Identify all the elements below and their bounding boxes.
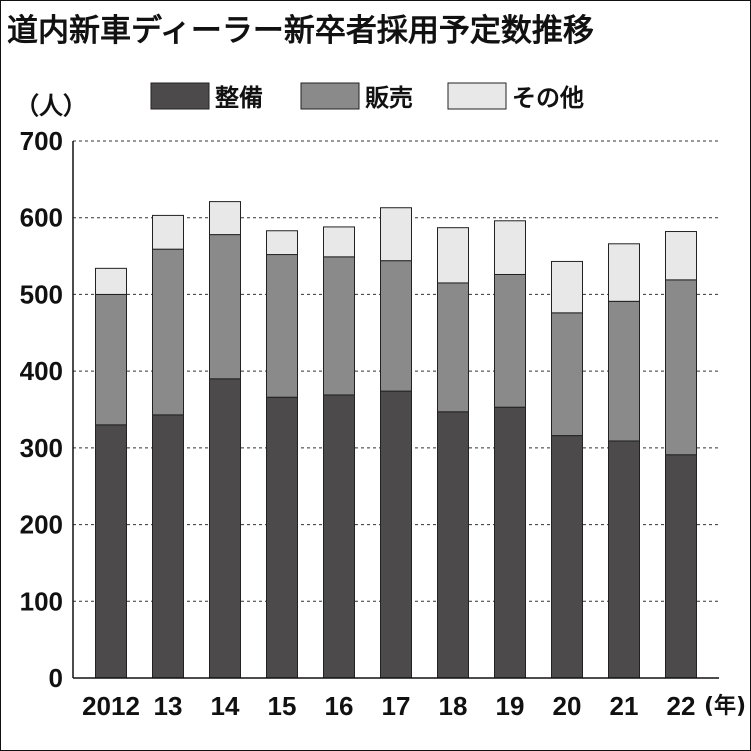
- bar-segment: [209, 234, 241, 380]
- bar-segment: [95, 267, 127, 295]
- legend-label: 販売: [365, 84, 413, 112]
- axes: [72, 141, 719, 679]
- bar-segment: [323, 226, 355, 258]
- legend-swatch: [150, 82, 210, 110]
- y-tick-label: 100: [20, 586, 63, 616]
- bar-segment: [608, 300, 640, 442]
- bar-segment: [437, 282, 469, 413]
- bar-segment: [437, 227, 469, 284]
- x-tick-label: 16: [325, 691, 354, 721]
- bar-segment: [95, 424, 127, 679]
- bar-segment: [152, 414, 184, 679]
- y-tick-label: 300: [20, 433, 63, 463]
- legend-swatch: [300, 82, 360, 110]
- y-tick-label: 500: [20, 279, 63, 309]
- legend-label: 整備: [215, 84, 263, 112]
- bar-segment: [494, 406, 526, 679]
- y-axis-unit: （人）: [15, 92, 87, 120]
- bar-segment: [494, 220, 526, 275]
- bar-segment: [608, 243, 640, 302]
- legend-label: その他: [512, 84, 584, 112]
- bar-segment: [323, 394, 355, 679]
- x-tick-labels: 2012 13 14 15 16 17 18 19 20 21 22: [82, 691, 695, 721]
- bar-segment: [551, 260, 583, 314]
- bar-segment: [608, 440, 640, 679]
- x-tick-label: 14: [211, 691, 240, 721]
- x-tick-label: 22: [667, 691, 696, 721]
- bar-segment: [437, 411, 469, 679]
- bar-segment: [95, 293, 127, 426]
- bar-segment: [266, 254, 298, 398]
- bar-segment: [209, 201, 241, 236]
- bar-segment: [380, 390, 412, 679]
- bar-segment: [266, 396, 298, 679]
- bar-segment: [152, 248, 184, 416]
- bar-segment: [209, 378, 241, 679]
- bar-segment: [665, 454, 697, 679]
- bar-segment: [494, 273, 526, 408]
- bar-segment: [380, 260, 412, 392]
- legend-swatch: [447, 82, 507, 110]
- y-tick-label: 400: [20, 356, 63, 386]
- bar-segment: [266, 230, 298, 256]
- bars: [95, 201, 697, 679]
- x-tick-label: 17: [382, 691, 411, 721]
- y-tick-label: 700: [20, 126, 63, 156]
- bar-segment: [380, 207, 412, 262]
- bar-segment: [551, 312, 583, 437]
- x-tick-label: 19: [496, 691, 525, 721]
- legend: 整備 販売 その他: [150, 82, 584, 112]
- x-tick-label: 15: [268, 691, 297, 721]
- chart-title: 道内新車ディーラー新卒者採用予定数推移: [7, 13, 594, 49]
- y-tick-label: 0: [49, 663, 63, 693]
- y-tick-label: 600: [20, 203, 63, 233]
- x-tick-label: 2012: [82, 691, 140, 721]
- x-axis-unit: (年): [704, 693, 746, 719]
- bar-segment: [152, 214, 184, 250]
- y-tick-label: 200: [20, 510, 63, 540]
- x-tick-label: 18: [439, 691, 468, 721]
- y-tick-labels: 0 100 200 300 400 500 600 700: [20, 126, 63, 693]
- bar-segment: [323, 256, 355, 396]
- bar-segment: [551, 435, 583, 679]
- x-tick-label: 21: [610, 691, 639, 721]
- bar-segment: [665, 279, 697, 456]
- x-tick-label: 13: [154, 691, 183, 721]
- bar-segment: [665, 231, 697, 281]
- x-tick-label: 20: [553, 691, 582, 721]
